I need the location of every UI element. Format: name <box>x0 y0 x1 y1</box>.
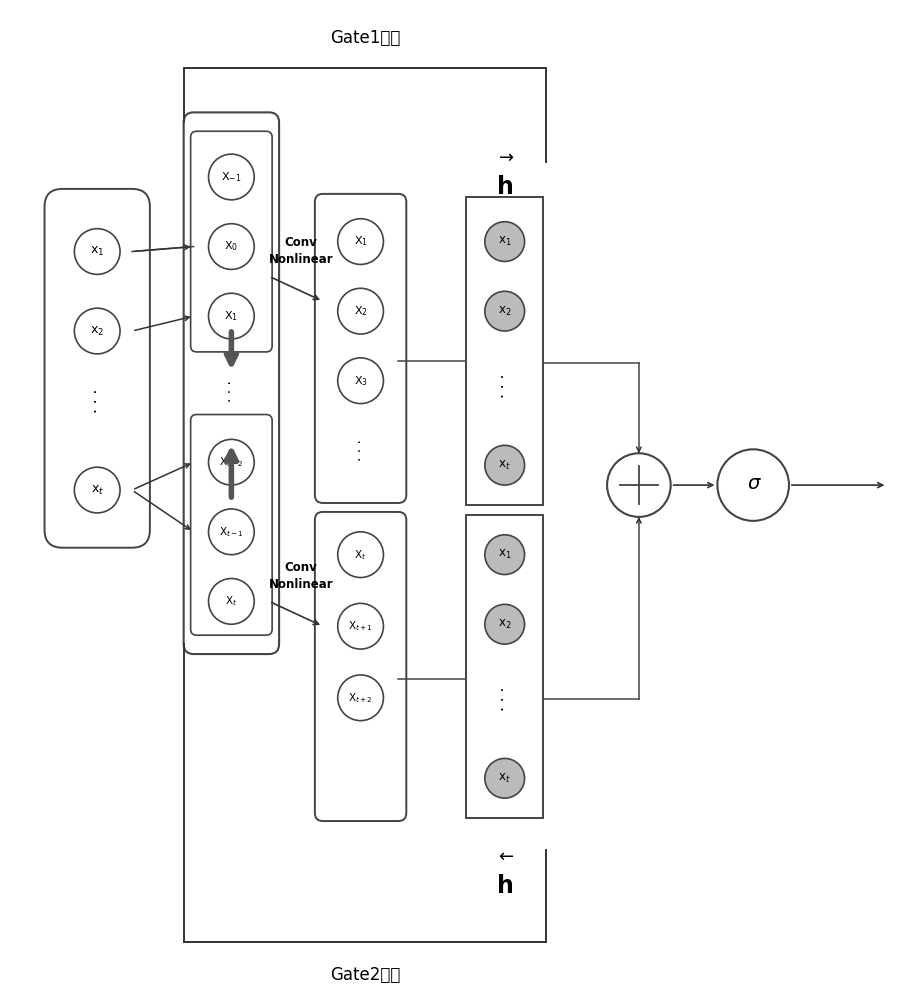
Text: Gate1分支: Gate1分支 <box>330 29 400 47</box>
Text: · · ·: · · · <box>496 687 512 711</box>
FancyBboxPatch shape <box>190 415 271 635</box>
Circle shape <box>209 154 254 200</box>
Bar <box>466 515 543 818</box>
Text: X$_{t+2}$: X$_{t+2}$ <box>348 691 373 705</box>
Text: $\mathbf{h}$: $\mathbf{h}$ <box>496 175 513 199</box>
Circle shape <box>337 603 383 649</box>
Text: X$_2$: X$_2$ <box>353 304 367 318</box>
Circle shape <box>337 288 383 334</box>
Text: X$_{t-2}$: X$_{t-2}$ <box>219 455 243 469</box>
Text: x$_t$: x$_t$ <box>90 484 104 497</box>
Text: $\leftarrow$: $\leftarrow$ <box>495 847 514 865</box>
Circle shape <box>717 449 788 521</box>
Circle shape <box>75 308 120 354</box>
Circle shape <box>485 758 524 798</box>
Circle shape <box>485 535 524 575</box>
Text: x$_1$: x$_1$ <box>497 235 511 248</box>
Text: x$_2$: x$_2$ <box>497 305 511 318</box>
Text: · · ·: · · · <box>224 380 238 402</box>
Circle shape <box>485 445 524 485</box>
Text: X$_0$: X$_0$ <box>224 240 238 253</box>
Text: x$_t$: x$_t$ <box>498 459 510 472</box>
Circle shape <box>209 293 254 339</box>
Circle shape <box>337 219 383 264</box>
Circle shape <box>75 229 120 274</box>
Text: X$_{t+1}$: X$_{t+1}$ <box>348 619 373 633</box>
Text: Conv
Nonlinear: Conv Nonlinear <box>269 236 333 266</box>
Text: X$_3$: X$_3$ <box>353 374 367 388</box>
Text: x$_1$: x$_1$ <box>497 548 511 561</box>
Text: · · ·: · · · <box>353 439 367 461</box>
Circle shape <box>485 291 524 331</box>
Text: x$_1$: x$_1$ <box>90 245 104 258</box>
Circle shape <box>337 358 383 404</box>
Bar <box>466 197 543 505</box>
Text: X$_1$: X$_1$ <box>224 309 238 323</box>
Text: Conv
Nonlinear: Conv Nonlinear <box>269 561 333 591</box>
Text: X$_t$: X$_t$ <box>354 548 366 562</box>
Circle shape <box>485 604 524 644</box>
FancyBboxPatch shape <box>314 512 406 821</box>
Text: X$_{t-1}$: X$_{t-1}$ <box>219 525 243 539</box>
Text: $\mathbf{h}$: $\mathbf{h}$ <box>496 874 513 898</box>
FancyBboxPatch shape <box>190 131 271 352</box>
Circle shape <box>485 222 524 261</box>
Circle shape <box>209 579 254 624</box>
Text: X$_{-1}$: X$_{-1}$ <box>220 170 241 184</box>
Text: · · ·: · · · <box>496 374 512 398</box>
Text: $\rightarrow$: $\rightarrow$ <box>495 148 514 166</box>
Text: x$_t$: x$_t$ <box>498 772 510 785</box>
Text: X$_1$: X$_1$ <box>353 235 367 248</box>
Circle shape <box>209 224 254 269</box>
Text: Gate2分支: Gate2分支 <box>330 966 400 984</box>
Text: x$_2$: x$_2$ <box>90 324 104 338</box>
Circle shape <box>337 675 383 721</box>
Circle shape <box>607 453 670 517</box>
Text: X$_t$: X$_t$ <box>225 594 237 608</box>
Circle shape <box>209 439 254 485</box>
Circle shape <box>337 532 383 578</box>
FancyBboxPatch shape <box>314 194 406 503</box>
FancyBboxPatch shape <box>45 189 149 548</box>
Text: x$_2$: x$_2$ <box>497 618 511 631</box>
Text: · · ·: · · · <box>89 388 105 413</box>
Text: σ: σ <box>746 474 759 493</box>
Circle shape <box>75 467 120 513</box>
Circle shape <box>209 509 254 555</box>
FancyBboxPatch shape <box>183 112 279 654</box>
